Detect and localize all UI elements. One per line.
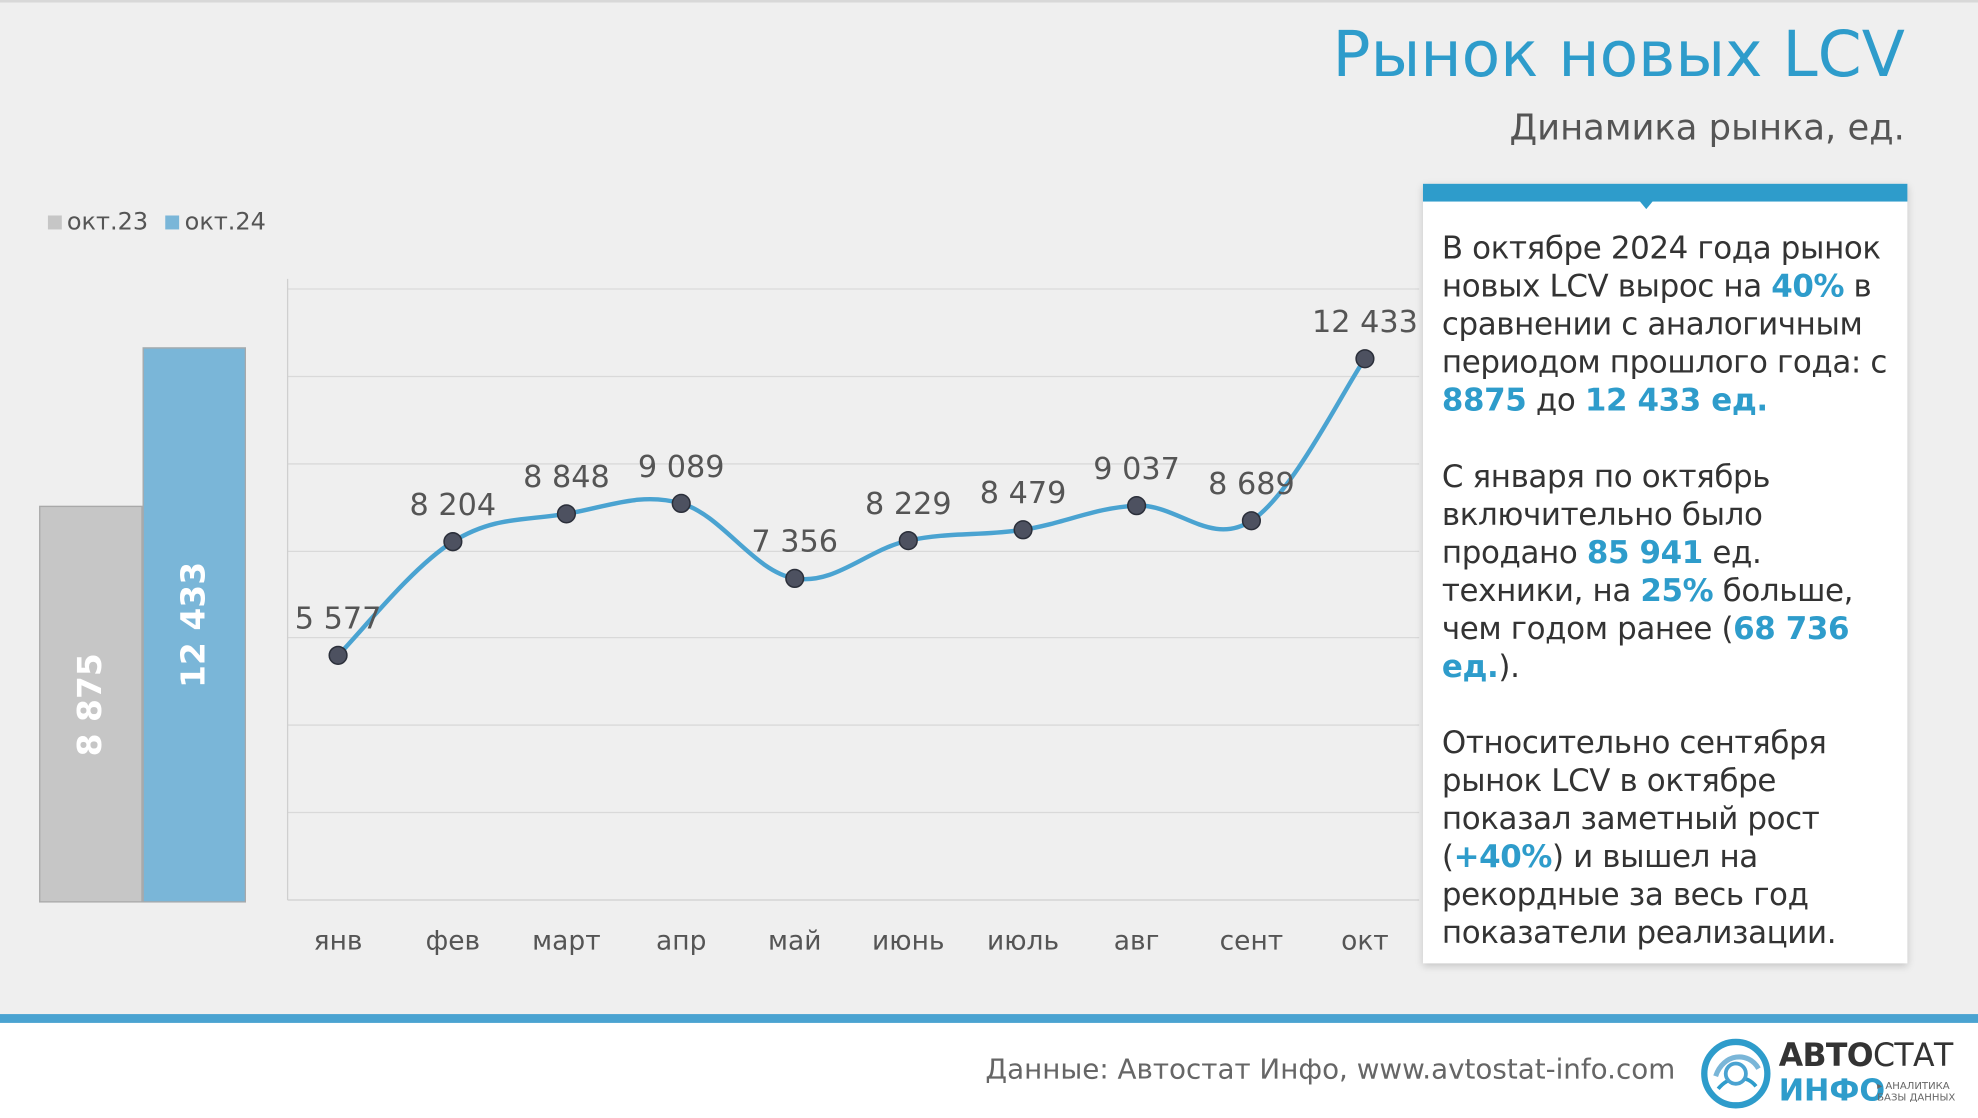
data-point — [328, 645, 348, 665]
legend-swatch-prev — [47, 214, 62, 229]
card-paragraph-3: Относительно сентября рынок LCV в октябр… — [1442, 724, 1906, 952]
data-point — [556, 504, 577, 524]
data-label: 8 229 — [865, 487, 952, 522]
data-label: 7 356 — [751, 525, 838, 560]
data-label: 8 204 — [410, 488, 497, 523]
card-p2-highlight-3: 68 736 ед. — [1441, 609, 1850, 685]
data-point — [1013, 520, 1033, 540]
data-label: 9 037 — [1093, 452, 1180, 487]
card-p3-text-2: ) и вышел на рекордные за весь год показ… — [1441, 837, 1837, 951]
card-p2-text-1: С января по октябрь включительно было пр… — [1441, 457, 1771, 571]
x-tick-label: май — [768, 925, 821, 956]
card-p3-text-1: Относительно сентября рынок LCV в октябр… — [1441, 723, 1827, 875]
card-p2-highlight-2: 25% — [1640, 571, 1714, 609]
data-label: 8 848 — [523, 460, 610, 495]
summary-card: В октябре 2024 года рынок новых LCV выро… — [1422, 183, 1908, 964]
card-notch-icon — [1639, 201, 1653, 210]
page-subtitle: Динамика рынка, ед. — [1509, 106, 1905, 149]
card-p1-highlight-1: 40% — [1771, 267, 1845, 305]
card-p2-highlight-1: 85 941 — [1586, 533, 1703, 571]
avtostat-logo: АВТОСТАТ ИНФО ▸ АНАЛИТИКА БАЗЫ ДАННЫХ — [1701, 1037, 1966, 1111]
card-text: В октябре 2024 года рынок новых LCV выро… — [1442, 229, 1906, 990]
legend-item-prev: окт.23 — [47, 207, 149, 236]
data-point — [1241, 511, 1261, 531]
x-tick-label: фев — [426, 925, 481, 956]
x-tick-label: март — [532, 925, 600, 956]
logo-tagline: ▸ АНАЛИТИКА БАЗЫ ДАННЫХ — [1877, 1079, 1956, 1103]
data-label: 8 689 — [1208, 467, 1295, 502]
data-label: 9 089 — [638, 450, 725, 485]
data-point — [898, 530, 918, 551]
x-tick-label: авг — [1114, 925, 1160, 956]
data-label: 8 479 — [980, 476, 1067, 511]
logo-word-info: ИНФО — [1778, 1072, 1886, 1108]
footer — [0, 1022, 1978, 1118]
legend-swatch-curr — [165, 214, 180, 229]
bar-legend: окт.23 окт.24 — [47, 207, 266, 236]
card-p1-text-1: В октябре 2024 года рынок новых LCV выро… — [1441, 229, 1881, 305]
series-line — [336, 357, 1367, 657]
card-p1-highlight-2: 8875 — [1441, 381, 1527, 419]
bar-okt23: 8 875 — [39, 506, 143, 903]
data-point — [443, 532, 463, 552]
card-p2-text-2: ед. техники, на — [1441, 533, 1762, 609]
card-paragraph-2: С января по октябрь включительно было пр… — [1442, 458, 1906, 686]
card-p3-highlight-1: +40% — [1453, 837, 1553, 875]
data-point — [671, 493, 691, 514]
logo-globe-icon — [1701, 1038, 1771, 1109]
data-label: 5 577 — [295, 602, 382, 637]
bar-okt24: 12 433 — [142, 347, 246, 903]
data-point — [785, 568, 805, 589]
data-point — [1127, 496, 1147, 516]
card-p1-text-3: до — [1526, 381, 1585, 419]
card-accent-bar — [1422, 183, 1908, 202]
card-p2-text-3: больше, чем годом ранее ( — [1441, 571, 1854, 647]
legend-label-prev: окт.23 — [66, 207, 149, 236]
page-title: Рынок новых LCV — [1332, 17, 1905, 92]
footer-accent-band — [0, 1014, 1978, 1023]
logo-word-stat: СТАТ — [1872, 1036, 1953, 1074]
x-tick-label: окт — [1341, 925, 1389, 956]
card-paragraph-1: В октябре 2024 года рынок новых LCV выро… — [1442, 229, 1906, 419]
card-p2-text-4: ). — [1498, 647, 1520, 685]
logo-word-avtostat: АВТОСТАТ — [1778, 1036, 1954, 1074]
source-note: Данные: Автостат Инфо, www.avtostat-info… — [985, 1054, 1676, 1087]
x-tick-label: июль — [987, 925, 1059, 956]
x-tick-label: апр — [656, 925, 706, 956]
data-point — [1355, 349, 1375, 369]
legend-label-curr: окт.24 — [184, 207, 266, 236]
legend-item-curr: окт.24 — [165, 207, 266, 236]
logo-tag-1: АНАЛИТИКА — [1885, 1079, 1950, 1092]
logo-tag-2: БАЗЫ ДАННЫХ — [1877, 1091, 1956, 1103]
x-tick-label: янв — [314, 925, 363, 956]
card-p1-text-2: в сравнении с аналогичным периодом прошл… — [1441, 267, 1888, 381]
logo-word-avto: АВТО — [1778, 1036, 1874, 1074]
x-tick-label: июнь — [872, 925, 944, 956]
card-p1-highlight-3: 12 433 ед. — [1584, 381, 1768, 419]
top-border — [0, 0, 1978, 3]
x-tick-label: сент — [1220, 925, 1284, 956]
data-label: 12 433 — [1312, 305, 1418, 340]
